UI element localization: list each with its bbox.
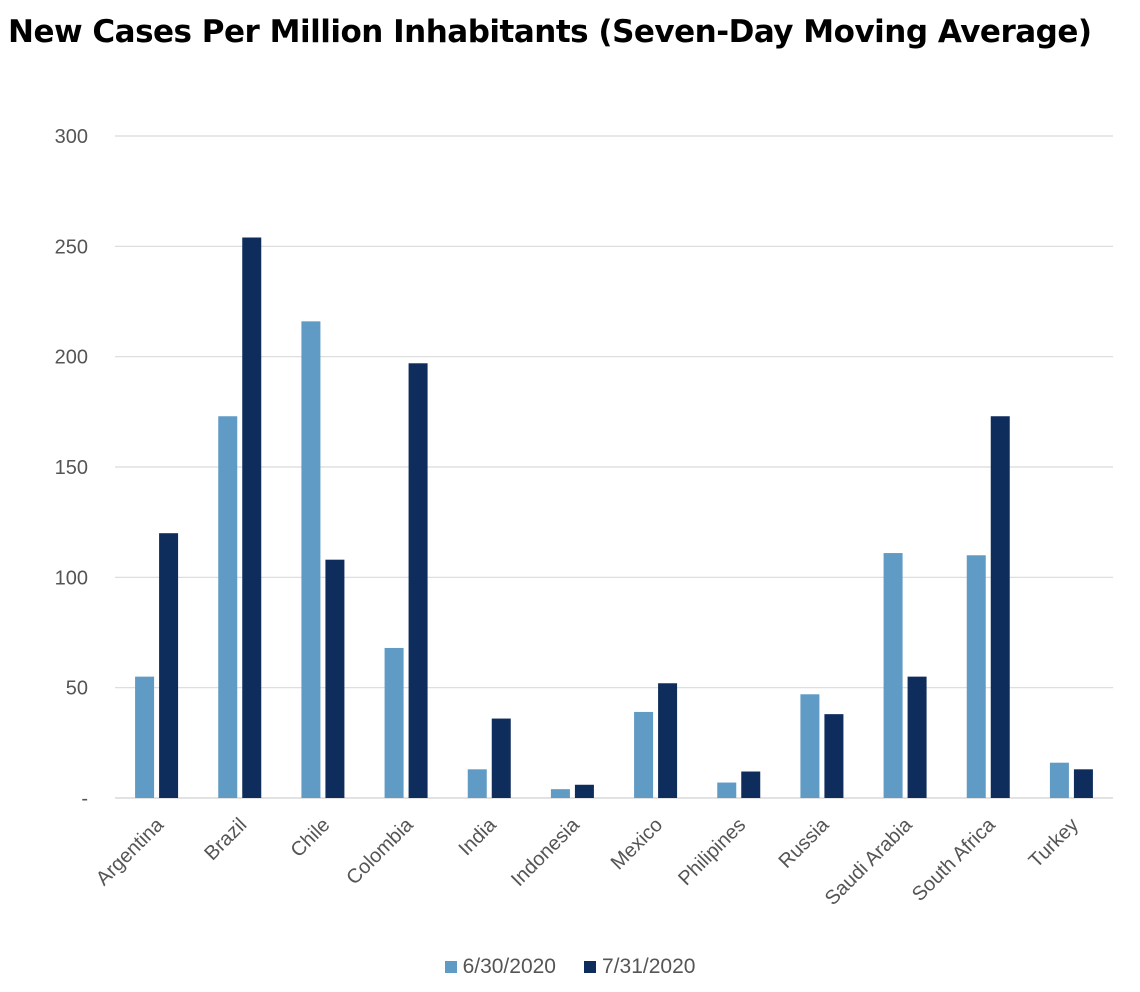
x-category-label: Chile [287,814,335,862]
bar-argentina-series-2 [159,533,179,798]
y-tick-label: 150 [55,457,88,479]
bar-russia-series-1 [800,694,820,798]
y-tick-label: 50 [66,678,88,700]
x-category-label: Saudi Arabia [821,813,917,909]
x-axis-labels: Argentina Brazil Chile Colombia India Indones… [92,813,1083,909]
bar-indonesia-series-1 [550,789,570,798]
x-category-label: Argentina [92,813,169,890]
x-category-label: Philipines [674,814,750,890]
x-category-label: Turkey [1025,814,1083,872]
bar-chile-series-1 [301,321,321,798]
bar-mexico-series-2 [658,683,678,798]
bar-brazil-series-1 [218,416,238,798]
legend: 6/30/2020 7/31/2020 [0,955,1140,979]
x-category-label: South Africa [908,813,1000,905]
legend-swatch-series-2 [584,961,596,973]
bar-saudi-arabia-series-2 [907,676,927,798]
bar-turkey-series-2 [1073,769,1093,798]
chart-title: New Cases Per Million Inhabitants (Seven… [8,14,1092,50]
bar-south-africa-series-1 [966,555,986,798]
bar-philipines-series-1 [717,782,737,798]
x-category-label: Colombia [342,813,418,889]
x-category-label: Mexico [607,814,667,874]
bar-india-series-2 [491,718,511,798]
x-category-label: Russia [775,813,834,872]
bar-indonesia-series-2 [574,784,594,798]
bars [135,237,1093,799]
bar-philipines-series-2 [741,771,761,798]
x-category-label: Brazil [200,814,251,865]
bar-south-africa-series-2 [990,416,1010,798]
y-tick-label: 300 [55,126,88,148]
bar-saudi-arabia-series-1 [883,553,903,798]
legend-label-series-1: 6/30/2020 [462,955,556,978]
y-tick-label: - [81,788,88,810]
y-tick-label: 200 [55,347,88,369]
legend-item-series-2: 7/31/2020 [584,955,695,979]
grid-lines [115,135,1113,799]
bar-colombia-series-1 [384,647,404,798]
y-tick-label: 250 [55,236,88,258]
x-category-label: India [455,813,502,860]
bar-russia-series-2 [824,714,844,798]
x-category-label: Indonesia [507,813,585,891]
bar-brazil-series-2 [242,237,262,799]
y-axis-ticks: - 50 100 150 200 250 300 [55,126,88,810]
legend-swatch-series-1 [444,961,457,973]
bar-mexico-series-1 [634,711,654,798]
y-tick-label: 100 [55,567,88,589]
bar-argentina-series-1 [135,676,155,798]
bar-india-series-1 [467,769,487,798]
bar-chart: - 50 100 150 200 250 300 Argentina Brazil Chile C… [55,126,1113,910]
bar-turkey-series-1 [1049,762,1069,798]
bar-colombia-series-2 [408,363,428,798]
legend-item-series-1: 6/30/2020 [444,955,556,979]
legend-label-series-2: 7/31/2020 [602,955,696,978]
bar-chile-series-2 [325,559,345,798]
